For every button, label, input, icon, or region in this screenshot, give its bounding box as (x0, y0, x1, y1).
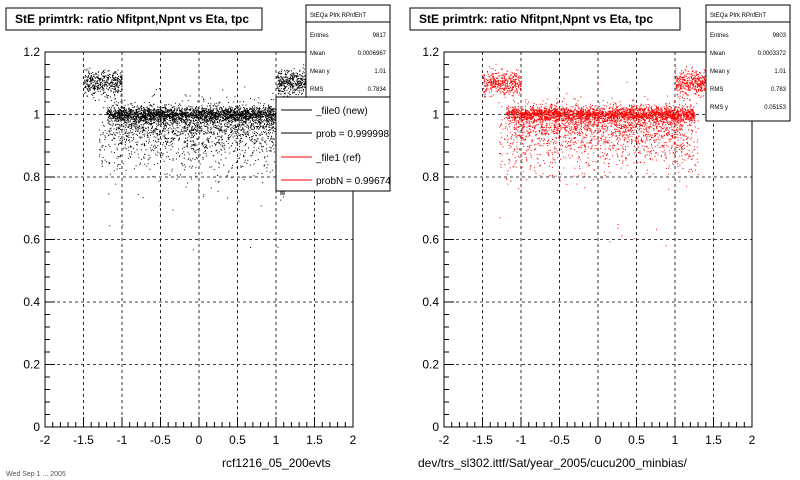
right-title: StE primtrk: ratio Nfitpnt,Npnt vs Eta, … (419, 12, 653, 26)
legend-label-prob: prob = 0.999998 (316, 129, 390, 140)
left-x-tick-label: 1 (273, 433, 280, 447)
left-y-tick-label: 0.2 (23, 358, 40, 372)
left-x-tick-label: 1.5 (306, 433, 323, 447)
right-stats-value-3: 0.783 (771, 87, 787, 93)
left-y-tick-label: 1.2 (23, 45, 40, 59)
right-stats-name: StEQa Pfrk RPnfEhT (710, 13, 766, 19)
left-stats-label-1: Mean (310, 51, 325, 57)
left-y-ticks: 0 0.2 0.4 0.6 0.8 1 1.2 (23, 45, 55, 434)
left-footer: rcf1216_05_200evts (222, 456, 331, 470)
right-stats-label-1: Mean (710, 51, 725, 57)
left-stats-label-0: Entries (310, 33, 329, 39)
right-x-tick-label: 2 (749, 433, 756, 447)
left-scatter-series (83, 64, 312, 251)
right-panel: StE primtrk: ratio Nfitpnt,Npnt vs Eta, … (409, 4, 791, 470)
right-stats-value-2: 1.01 (774, 69, 786, 75)
right-x-tick-label: 0.5 (628, 433, 645, 447)
left-title-box (5, 7, 263, 31)
right-stats-value-4: 0.05153 (764, 105, 786, 111)
left-x-tick-label: -0.5 (150, 433, 171, 447)
right-y-tick-label: 0 (432, 420, 439, 434)
right-title-box (409, 7, 681, 31)
left-stats-value-1: 0.0006967 (358, 51, 387, 57)
right-y-tick-label: 0.2 (422, 358, 439, 372)
legend-label-new: _file0 (new) (315, 106, 368, 117)
right-y-tick-label: 0.6 (422, 233, 439, 247)
legend-label-ref: _file1 (ref) (315, 153, 361, 164)
right-stats-label-0: Entries (710, 33, 729, 39)
right-y-tick-label: 0.4 (422, 295, 439, 309)
left-y-tick-label: 1 (33, 108, 40, 122)
right-y-ticks: 0 0.2 0.4 0.6 0.8 1 1.2 (422, 45, 454, 434)
right-x-tick-label: -0.5 (549, 433, 570, 447)
right-footer: dev/trs_sl302.ittf/Sat/year_2005/cucu200… (418, 456, 687, 470)
right-y-tick-label: 1.2 (422, 45, 439, 59)
right-stats-box: StEQa Pfrk RPnfEhT Entries 9803 Mean 0.0… (705, 4, 791, 122)
left-panel: StE primtrk: ratio Nfitpnt,Npnt vs Eta, … (5, 4, 391, 470)
right-scatter-points (482, 63, 711, 247)
right-x-tick-label: -1 (516, 433, 527, 447)
left-stats-box: StEQa Pfrk RPnfEhT Entries 9817 Mean 0.0… (305, 4, 391, 105)
right-stats-label-3: RMS (710, 87, 723, 93)
left-stats-value-3: 0.7834 (368, 87, 387, 93)
left-title: StE primtrk: ratio Nfitpnt,Npnt vs Eta, … (15, 12, 249, 26)
left-stats-label-2: Mean y (310, 69, 330, 75)
left-stats-label-3: RMS (310, 87, 323, 93)
right-x-tick-label: 1 (672, 433, 679, 447)
right-stats-label-4: RMS y (710, 105, 728, 111)
left-x-tick-label: -1.5 (73, 433, 94, 447)
left-x-ticks: -2 -1.5 -1 -0.5 0 0.5 1 1.5 2 (40, 417, 357, 447)
legend-label-probn: probN = 0.99674 (316, 176, 391, 187)
right-y-tick-label: 0.8 (422, 170, 439, 184)
right-stats-value-0: 9803 (773, 33, 787, 39)
left-x-tick-label: -2 (40, 433, 51, 447)
right-scatter-series (482, 63, 711, 247)
left-stats-name: StEQa Pfrk RPnfEhT (310, 13, 366, 19)
left-stats-value-0: 9817 (373, 33, 387, 39)
right-x-tick-label: -1.5 (472, 433, 493, 447)
corner-timestamp: Wed Sep 1 ... 2005 (6, 471, 66, 478)
right-stats-value-1: 0.0003372 (758, 51, 787, 57)
left-y-tick-label: 0.4 (23, 295, 40, 309)
left-y-tick-label: 0.8 (23, 170, 40, 184)
right-x-tick-label: 0 (595, 433, 602, 447)
left-stats-value-2: 1.01 (374, 69, 386, 75)
left-x-tick-label: 0 (196, 433, 203, 447)
right-y-tick-label: 1 (432, 108, 439, 122)
left-legend: _file0 (new) prob = 0.999998 _file1 (ref… (275, 96, 391, 195)
right-x-tick-label: -2 (439, 433, 450, 447)
right-x-tick-label: 1.5 (705, 433, 722, 447)
left-x-tick-label: -1 (117, 433, 128, 447)
left-y-tick-label: 0 (33, 420, 40, 434)
right-stats-label-2: Mean y (710, 69, 730, 75)
left-x-tick-label: 0.5 (229, 433, 246, 447)
left-x-tick-label: 2 (350, 433, 357, 447)
left-scatter-points (83, 64, 312, 251)
right-x-ticks: -2 -1.5 -1 -0.5 0 0.5 1 1.5 2 (439, 417, 756, 447)
left-y-tick-label: 0.6 (23, 233, 40, 247)
